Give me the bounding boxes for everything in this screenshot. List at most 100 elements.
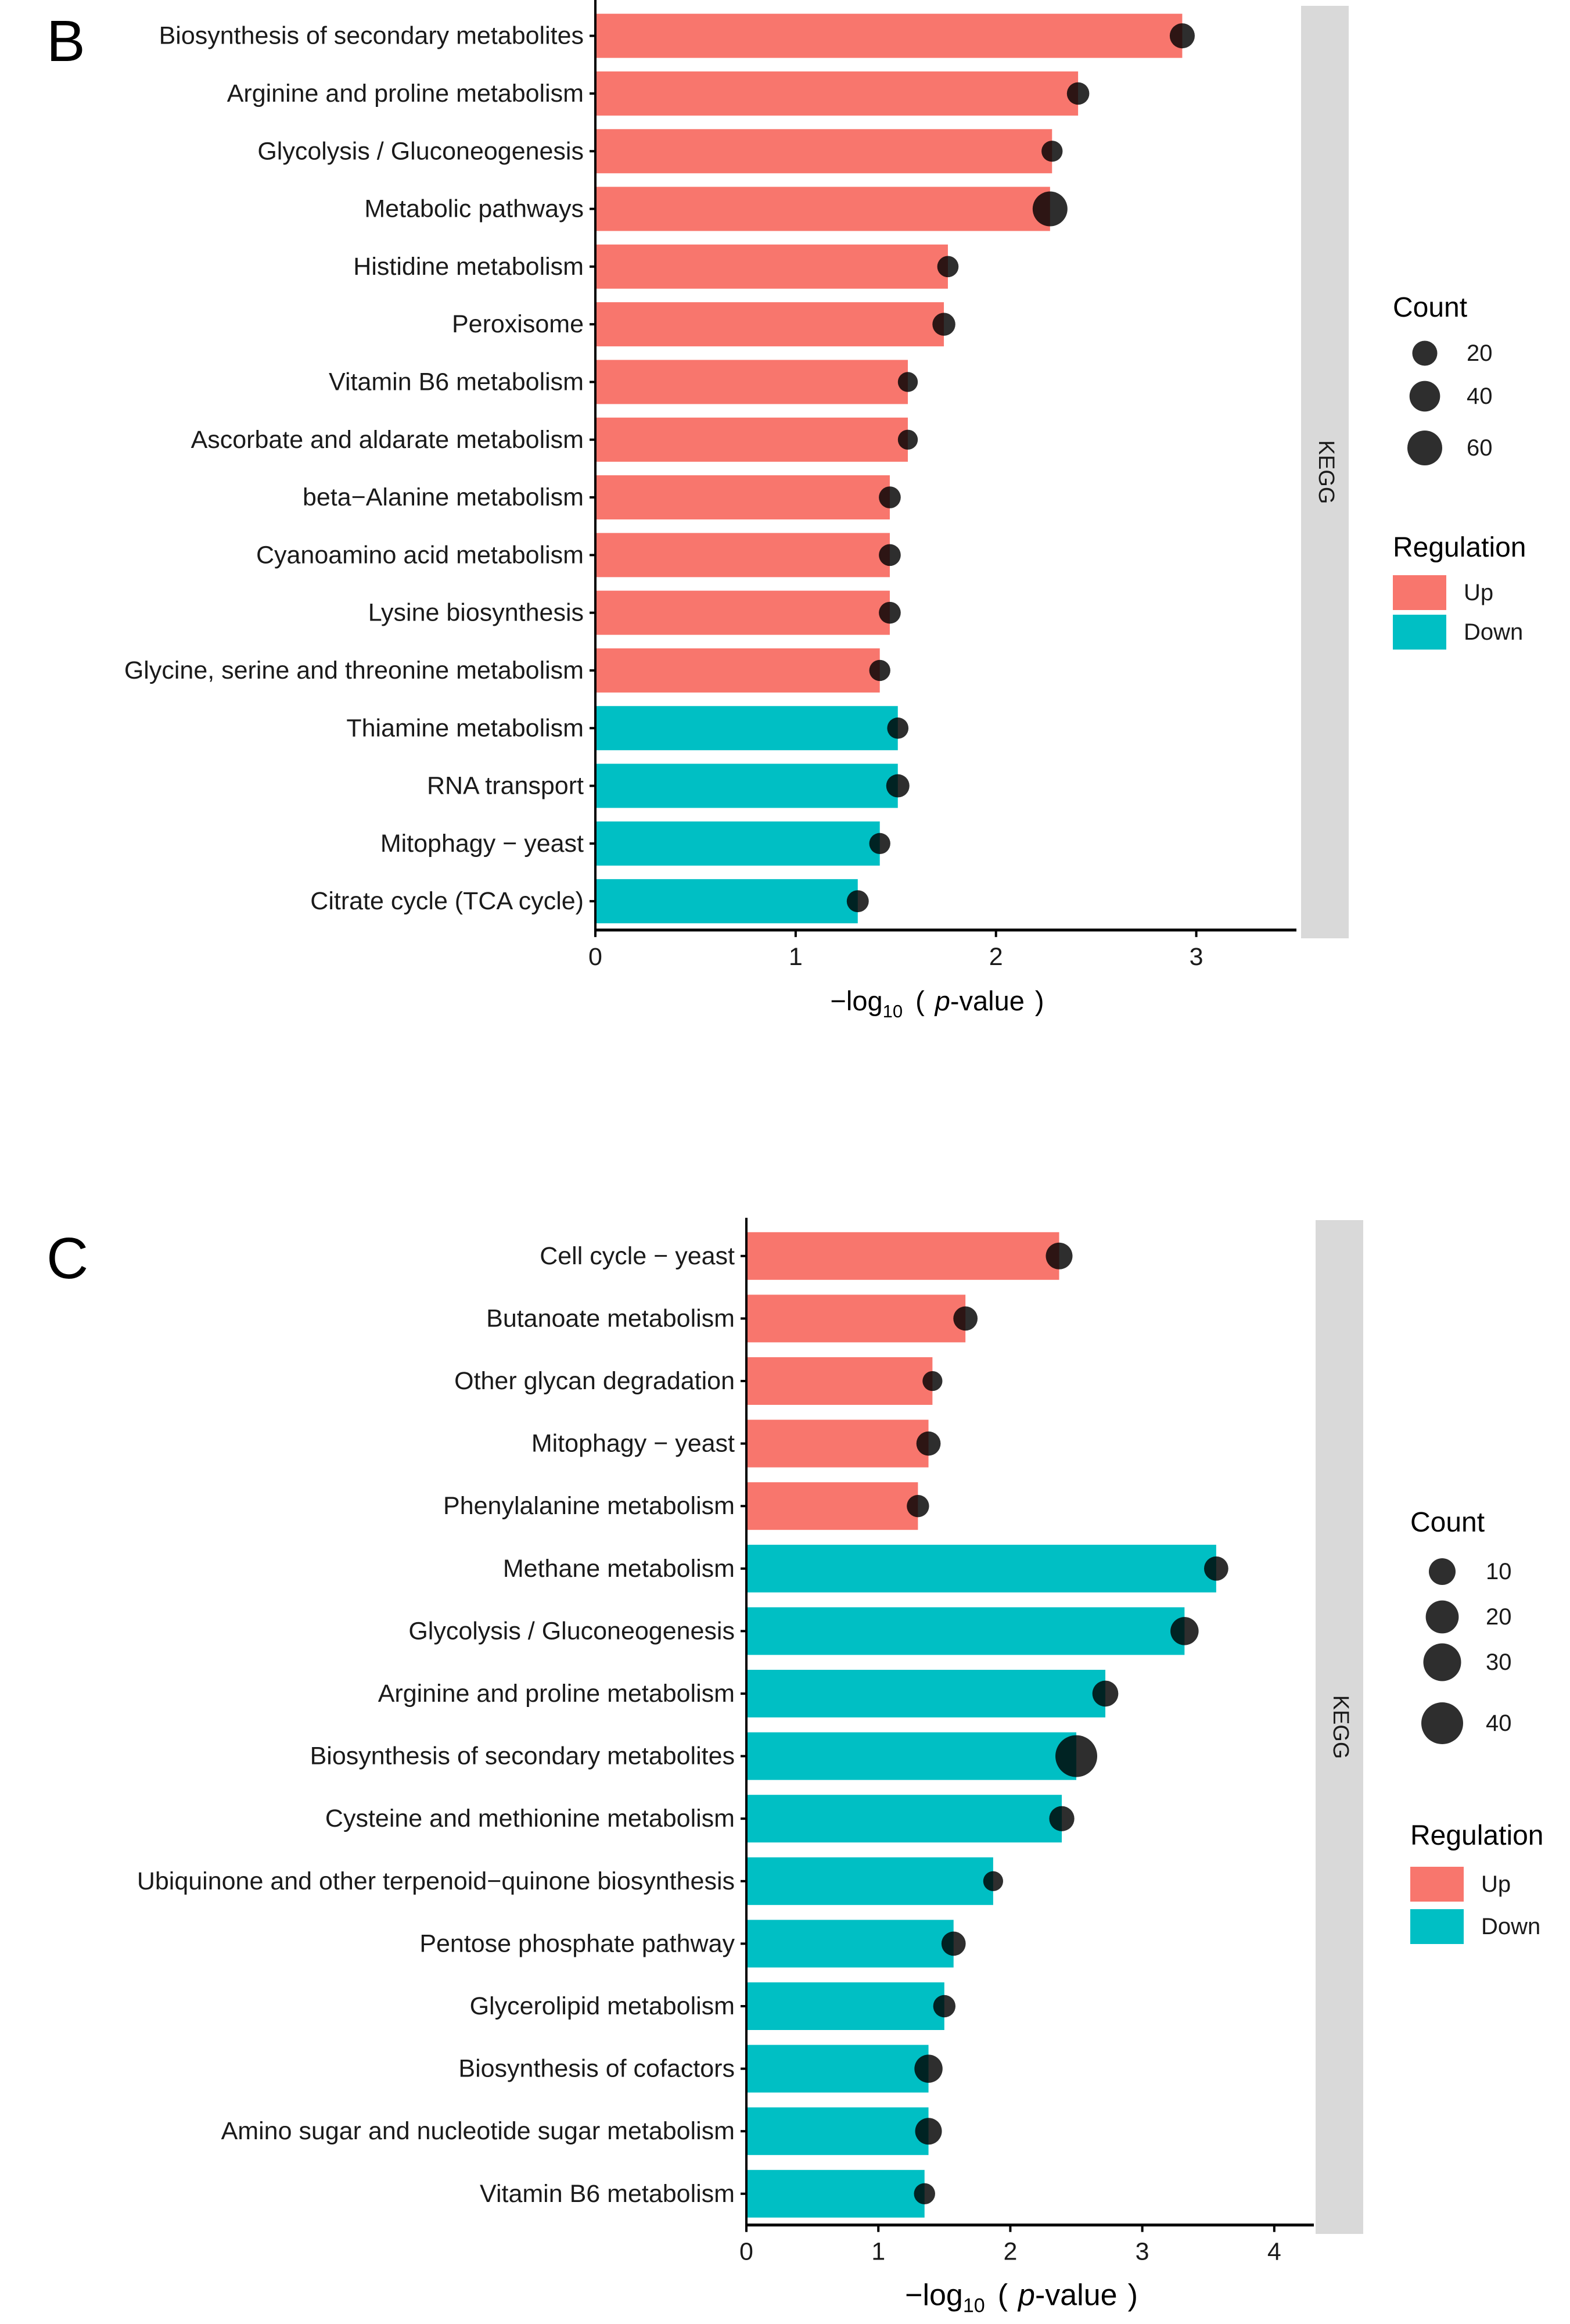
bar: [746, 1732, 1077, 1780]
x-tick-label: 1: [871, 2238, 885, 2266]
x-axis-title-value: -value: [950, 985, 1025, 1016]
count-legend-dot: [1407, 431, 1442, 465]
category-label: Ubiquinone and other terpenoid−quinone b…: [137, 1867, 735, 1895]
count-dot: [1046, 1242, 1073, 1269]
x-axis-title-subscript: 10: [963, 2295, 985, 2317]
count-dot: [1055, 1735, 1098, 1777]
bar: [746, 2045, 929, 2093]
bar: [746, 1419, 929, 1468]
category-label: Other glycan degradation: [454, 1367, 735, 1395]
bar: [595, 706, 898, 751]
bar: [595, 302, 944, 347]
count-dot: [887, 717, 909, 739]
bar: [595, 763, 898, 808]
panel-label: C: [46, 1226, 88, 1291]
bar: [595, 533, 890, 578]
bar: [595, 360, 908, 404]
count-dot: [1170, 1617, 1199, 1645]
bar: [595, 648, 880, 693]
category-label: Pentose phosphate pathway: [419, 1930, 735, 1957]
count-dot: [1066, 82, 1090, 105]
x-axis-title-paren-close: ): [1128, 2279, 1138, 2312]
category-label: Biosynthesis of cofactors: [458, 2055, 735, 2083]
bar: [746, 1294, 966, 1343]
x-axis-title-paren-open: (: [915, 985, 925, 1016]
category-label: Thiamine metabolism: [346, 714, 584, 742]
chart-panel-c: C KEGG Cell cycle − yeast Butanoate metabol…: [46, 1218, 1544, 2317]
x-tick-label: 3: [1136, 2238, 1149, 2266]
regulation-legend-label: Up: [1464, 580, 1493, 605]
count-dot: [886, 774, 910, 798]
bar: [746, 1920, 954, 1968]
bar: [595, 129, 1052, 174]
x-axis-title: −log10 (p-value): [830, 985, 1044, 1021]
bar: [746, 1357, 933, 1405]
panel-label: B: [46, 9, 85, 74]
category-label: Butanoate metabolism: [486, 1304, 735, 1332]
regulation-legend-title: Regulation: [1410, 1820, 1544, 1851]
count-dot: [933, 1995, 956, 2018]
bar: [746, 1982, 944, 2030]
regulation-legend-swatch-down: [1393, 615, 1446, 650]
facet-strip-label: KEGG: [1328, 1695, 1353, 1759]
count-legend-value: 10: [1486, 1559, 1512, 1584]
category-label: Mitophagy − yeast: [531, 1430, 735, 1458]
regulation-legend-title: Regulation: [1393, 532, 1526, 563]
bar: [746, 1795, 1062, 1843]
count-dot: [879, 486, 901, 508]
x-axis-title-value: -value: [1035, 2279, 1118, 2312]
category-label: Amino sugar and nucleotide sugar metabol…: [221, 2117, 735, 2145]
bar: [595, 71, 1079, 116]
count-dot: [1203, 1556, 1228, 1581]
x-tick-label: 0: [588, 943, 602, 971]
count-legend-value: 40: [1486, 1710, 1512, 1736]
category-label: beta−Alanine metabolism: [303, 483, 584, 511]
category-label: Mitophagy − yeast: [380, 830, 584, 858]
count-dot: [879, 544, 901, 566]
count-dot: [1041, 141, 1063, 162]
category-label: Lysine biosynthesis: [368, 599, 584, 627]
category-label: Arginine and proline metabolism: [378, 1680, 735, 1708]
count-legend-dot: [1425, 1600, 1459, 1634]
facet-strip: [1301, 6, 1349, 938]
count-dot: [941, 1931, 966, 1956]
count-legend-value: 30: [1486, 1649, 1512, 1675]
bar: [595, 475, 890, 520]
bar: [595, 821, 880, 866]
regulation-legend-label: Down: [1481, 1914, 1540, 1939]
x-tick-label: 0: [739, 2238, 753, 2266]
category-label: Biosynthesis of secondary metabolites: [159, 22, 584, 50]
count-legend-title: Count: [1410, 1507, 1485, 1538]
regulation-legend-label: Down: [1464, 619, 1523, 645]
category-label: Peroxisome: [452, 310, 584, 338]
category-label: Histidine metabolism: [353, 253, 584, 281]
bar: [595, 244, 948, 289]
category-label: Biosynthesis of secondary metabolites: [310, 1742, 735, 1770]
count-dot: [1092, 1680, 1119, 1707]
bar: [746, 1670, 1106, 1717]
count-dot: [914, 2054, 943, 2083]
x-axis-title-p: p: [1017, 2279, 1035, 2312]
count-dot: [897, 372, 918, 392]
category-label: Cell cycle − yeast: [540, 1242, 735, 1270]
count-dot: [1032, 191, 1068, 227]
category-label: Glycolysis / Gluconeogenesis: [257, 137, 584, 165]
bar: [746, 1544, 1216, 1593]
bar: [595, 879, 858, 924]
count-legend-title: Count: [1393, 292, 1467, 323]
count-dot: [846, 890, 869, 913]
count-dot: [914, 2183, 935, 2205]
category-label: Glycolysis / Gluconeogenesis: [408, 1617, 735, 1645]
x-tick-label: 2: [989, 943, 1003, 971]
category-label: Metabolic pathways: [364, 195, 584, 223]
bar: [746, 1857, 993, 1905]
count-dot: [907, 1495, 929, 1518]
category-label: RNA transport: [427, 772, 584, 800]
count-legend-value: 20: [1486, 1604, 1512, 1630]
count-dot: [983, 1871, 1004, 1891]
count-dot: [916, 1431, 941, 1456]
category-label: Vitamin B6 metabolism: [480, 2180, 735, 2208]
count-dot: [879, 601, 901, 624]
x-axis-title-log: −log: [905, 2279, 963, 2312]
